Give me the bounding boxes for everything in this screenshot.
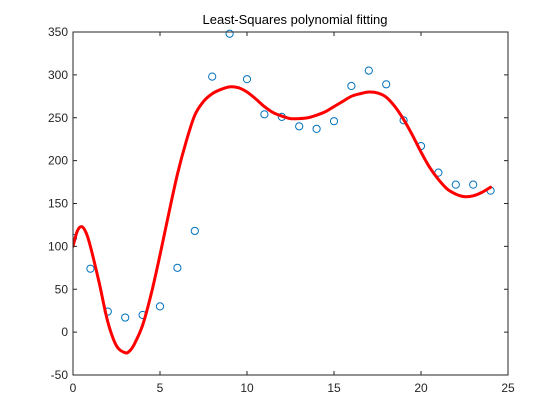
axes-box [72,31,509,376]
y-tick-label: 150 [48,197,68,211]
x-axis: 0 5 10 15 20 25 [70,32,515,395]
data-point [295,122,304,131]
y-tick-label: 300 [48,68,68,82]
data-point [121,313,130,322]
data-point [469,180,478,189]
x-tick-label: 5 [157,381,164,395]
data-point [225,29,234,38]
data-point [260,110,269,119]
x-tick-label: 25 [501,381,515,395]
data-point [242,75,252,84]
y-tick-label: 0 [61,325,68,339]
chart-title: Least-Squares polynomial fitting [203,12,388,27]
data-point [173,263,182,272]
data-point [190,226,199,236]
y-tick-label: 100 [48,239,68,253]
y-tick-label: 350 [48,25,68,39]
x-tick-label: 0 [70,381,77,395]
data-point [451,180,460,189]
plot-area [73,29,495,355]
data-point [364,66,373,75]
y-tick-label: -50 [51,368,69,382]
y-axis: -50 0 50 100 150 200 250 300 350 [48,25,508,382]
data-point [312,124,321,133]
y-tick-label: 50 [55,282,69,296]
data-point [86,264,95,273]
data-point [329,117,339,126]
x-tick-label: 15 [327,381,341,395]
data-point [347,81,356,91]
y-tick-label: 200 [48,154,68,168]
data-point [208,72,217,81]
y-tick-label: 250 [48,111,68,125]
data-point [155,302,165,311]
x-tick-label: 10 [240,381,254,395]
x-tick-label: 20 [414,381,428,395]
fit-curve [73,85,493,355]
data-point [382,80,391,89]
